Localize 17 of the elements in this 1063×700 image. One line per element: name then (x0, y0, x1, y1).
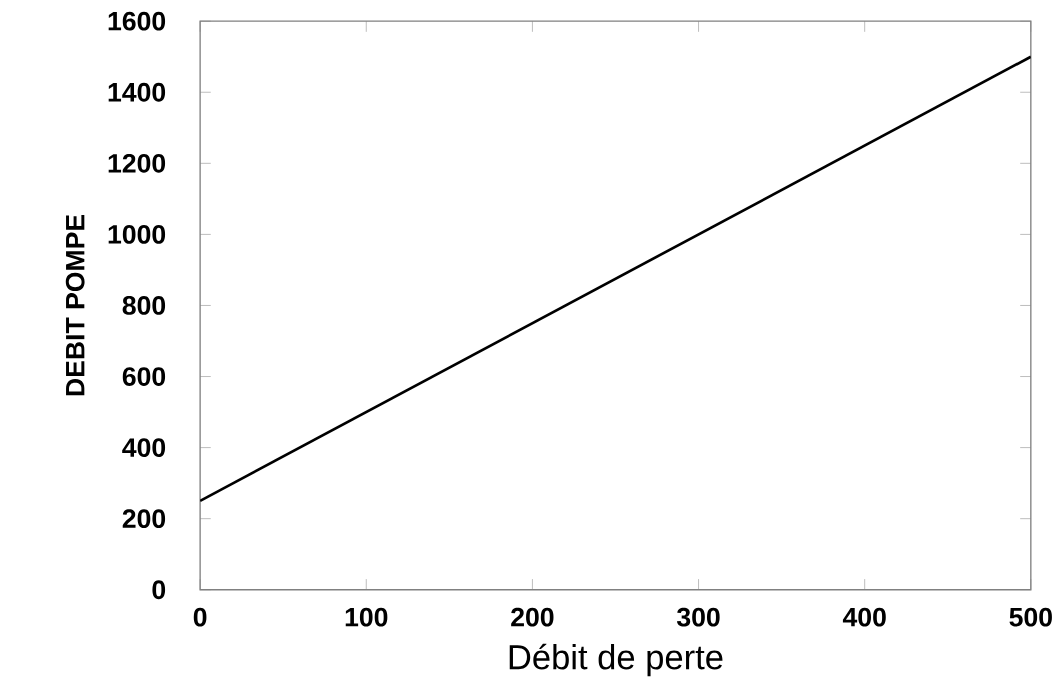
y-tick-label: 200 (122, 509, 166, 529)
x-tick-label: 100 (345, 607, 388, 627)
y-axis-title: DEBIT POMPE (65, 214, 85, 396)
y-tick-label: 800 (122, 296, 166, 315)
y-tick-label: 0 (152, 580, 166, 600)
x-tick-label: 200 (511, 607, 554, 627)
y-tick-label: 1600 (108, 11, 166, 31)
y-tick-label: 1400 (108, 82, 166, 102)
x-tick-label: 500 (1009, 607, 1052, 627)
x-tick-label: 400 (842, 607, 886, 627)
y-tick-label: 400 (122, 438, 166, 458)
x-axis-title: Débit de perte (509, 643, 723, 677)
y-tick-label: 1200 (108, 153, 166, 173)
y-tick-label: 600 (122, 367, 166, 387)
x-tick-label: 300 (676, 607, 720, 627)
y-tick-label: 1000 (108, 225, 166, 244)
x-tick-label: 0 (193, 607, 207, 627)
